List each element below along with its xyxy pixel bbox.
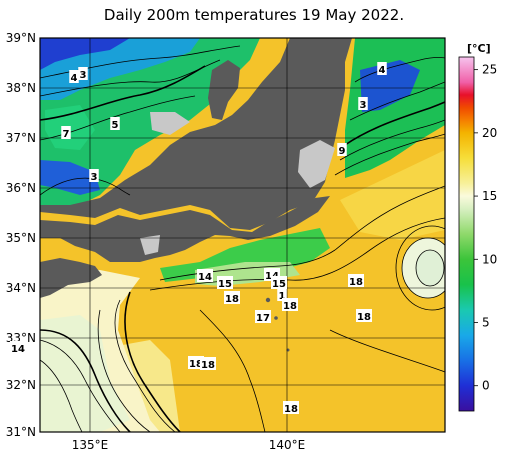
isotherm-lines-bold — [40, 65, 445, 432]
contour-label-bg — [255, 310, 271, 323]
contour-label: 1 — [279, 291, 286, 302]
shelf-water-central — [160, 228, 330, 282]
latitude-label: 39°N — [6, 31, 36, 45]
latitude-label: 34°N — [6, 281, 36, 295]
contour-label: 18 — [189, 359, 203, 370]
contour-label-bg — [69, 70, 79, 83]
colorbar: [°C] 25 20 15 10 5 0 — [458, 42, 497, 412]
contour-label: 18 — [349, 277, 363, 288]
land-honshu — [40, 38, 352, 230]
shelf-shallow — [298, 140, 335, 188]
map-title: Daily 200m temperatures 19 May 2022. — [103, 6, 405, 24]
contour-label-bg — [271, 276, 287, 289]
contour-label: 3 — [80, 70, 87, 81]
contour-label: 3 — [91, 172, 98, 183]
contour-label-bg — [200, 357, 216, 370]
contour-label: 7 — [63, 129, 70, 140]
contour-label: 18 — [201, 360, 215, 371]
contour-label-bg — [337, 143, 347, 156]
latitude-label: 32°N — [6, 378, 36, 392]
contour-label-bg — [282, 298, 298, 311]
contour-labels: 43573439141514151811817181814181818 — [10, 62, 387, 415]
latitude-label: 35°N — [6, 231, 36, 245]
latitude-label: 31°N — [6, 425, 36, 439]
contour-label-bg — [217, 276, 233, 289]
contour-label: 9 — [339, 146, 346, 157]
shelf-shallow — [140, 235, 160, 255]
contour-label: 14 — [11, 344, 25, 355]
colorbar-tick-label: 5 — [482, 316, 490, 330]
tohoku-coldest — [360, 60, 420, 112]
contour-label: 18 — [357, 312, 371, 323]
contour-label: 14 — [198, 272, 212, 283]
latitude-label: 38°N — [6, 81, 36, 95]
contour-label-bg — [277, 288, 287, 301]
contour-label: 4 — [71, 73, 78, 84]
contour-label: 18 — [225, 294, 239, 305]
latitude-labels: 39°N38°N37°N36°N35°N34°N33°N32°N31°N — [6, 31, 36, 439]
contour-label: 17 — [256, 313, 270, 324]
japan-sea-coldest — [40, 38, 130, 70]
izu-island — [265, 297, 271, 303]
shelf-shallow — [150, 112, 190, 135]
contour-label-bg — [10, 341, 26, 354]
contour-label-bg — [197, 269, 213, 282]
cold-eddy-core — [416, 250, 444, 286]
colorbar-tick-label: 0 — [482, 379, 490, 393]
contour-label-bg — [356, 309, 372, 322]
map-area — [40, 38, 445, 432]
contour-label-bg — [78, 67, 88, 80]
graticule — [40, 38, 445, 432]
contour-label-bg — [358, 97, 368, 110]
colorbar-tick-label: 20 — [482, 126, 497, 140]
contour-label-bg — [224, 291, 240, 304]
contour-label-bg — [377, 62, 387, 75]
contour-label-bg — [61, 126, 71, 139]
contour-label: 18 — [284, 404, 298, 415]
land-sado — [315, 52, 338, 78]
contour-label-bg — [110, 117, 120, 130]
contour-label: 4 — [379, 65, 386, 76]
contour-label-bg — [283, 401, 299, 414]
colorbar-unit: [°C] — [467, 42, 491, 55]
latitude-label: 36°N — [6, 181, 36, 195]
longitude-label: 135°E — [72, 438, 109, 452]
japan-sea-cold-pool — [40, 160, 100, 195]
warm-water-east — [340, 150, 445, 240]
contour-label: 3 — [360, 100, 367, 111]
map-frame — [39, 37, 446, 433]
land-noto — [208, 60, 240, 120]
contour-label-bg — [89, 169, 99, 182]
contour-label: 5 — [112, 120, 119, 131]
colorbar-tick-label: 25 — [482, 63, 497, 77]
longitude-label: 140°E — [269, 438, 306, 452]
colorbar-tick-label: 15 — [482, 189, 497, 203]
land-kii-tokai — [40, 196, 330, 262]
colorbar-ticks: 25 20 15 10 5 0 — [474, 63, 497, 393]
izu-island — [274, 316, 278, 320]
contour-label: 18 — [283, 301, 297, 312]
contour-label-bg — [348, 274, 364, 287]
colorbar-tick-label: 10 — [482, 252, 497, 266]
contour-label: 15 — [272, 279, 286, 290]
longitude-labels: 135°E 140°E — [72, 438, 306, 452]
contour-label: 15 — [218, 279, 232, 290]
colorbar-scale — [458, 56, 475, 412]
latitude-label: 37°N — [6, 131, 36, 145]
